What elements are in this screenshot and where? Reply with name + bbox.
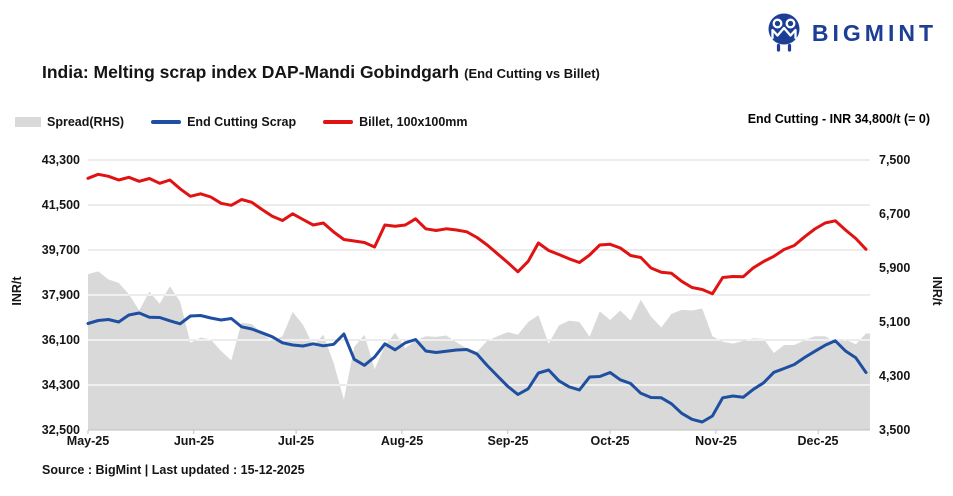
legend-item-end-cutting-scrap: End Cutting Scrap (151, 115, 296, 129)
y-axis-left-tick-label: 43,300 (41, 153, 80, 167)
y-axis-left-tick-label: 37,900 (41, 288, 80, 302)
bigmint-logo-icon (768, 13, 800, 52)
x-axis-tick-label: Aug-25 (380, 434, 424, 448)
x-axis-tick-label: Nov-25 (695, 434, 737, 448)
chart-title-sub: (End Cutting vs Billet) (464, 66, 600, 81)
y-axis-right-tick-label: 5,900 (879, 261, 911, 275)
chart-title: India: Melting scrap index DAP-Mandi Gob… (42, 62, 600, 83)
x-axis-tick-label: Oct-25 (590, 434, 630, 448)
y-axis-right-tick-label: 7,500 (879, 153, 911, 167)
legend-label-scrap: End Cutting Scrap (187, 115, 297, 129)
y-axis-right-tick-label: 5,100 (879, 315, 911, 329)
y-axis-left-tick-label: 39,700 (41, 243, 80, 257)
bigmint-logo: BIGMINT (765, 12, 937, 54)
y-axis-right-tick-label: 4,300 (879, 369, 911, 383)
x-axis-tick-label: Dec-25 (797, 434, 839, 448)
y-axis-left-tick-label: 34,300 (41, 378, 80, 392)
legend-label-billet: Billet, 100x100mm (359, 115, 468, 129)
y-axis-left-tick-label: 41,500 (41, 198, 80, 212)
legend-item-spread: Spread(RHS) (15, 115, 124, 129)
y-axis-right-tick-label: 3,500 (879, 423, 911, 437)
x-axis-tick-label: Sep-25 (487, 434, 529, 448)
chart-legend: Spread(RHS) End Cutting Scrap Billet, 10… (15, 115, 468, 129)
index-base-note: End Cutting - INR 34,800/t (= 0) (747, 112, 930, 126)
scrap-line-swatch (151, 120, 182, 124)
y-axis-left-tick-label: 32,500 (41, 423, 80, 437)
billet-line-swatch (323, 120, 354, 124)
legend-item-billet: Billet, 100x100mm (323, 115, 468, 129)
legend-label-spread: Spread(RHS) (47, 115, 125, 129)
y-axis-left-tick-label: 36,100 (41, 333, 80, 347)
x-axis-tick-label: May-25 (66, 434, 110, 448)
spread-area-swatch (15, 117, 41, 127)
x-axis-tick-label: Jul-25 (277, 434, 315, 448)
y-axis-left-title: INR/t (10, 276, 24, 306)
source-note: Source : BigMint | Last updated : 15-12-… (42, 463, 305, 477)
y-axis-right-tick-label: 6,700 (879, 207, 911, 221)
y-axis-right-title: INR/t (930, 276, 944, 306)
chart-title-main: India: Melting scrap index DAP-Mandi Gob… (42, 62, 460, 82)
x-axis-tick-label: Jun-25 (173, 434, 215, 448)
bigmint-logo-text: BIGMINT (811, 19, 937, 46)
